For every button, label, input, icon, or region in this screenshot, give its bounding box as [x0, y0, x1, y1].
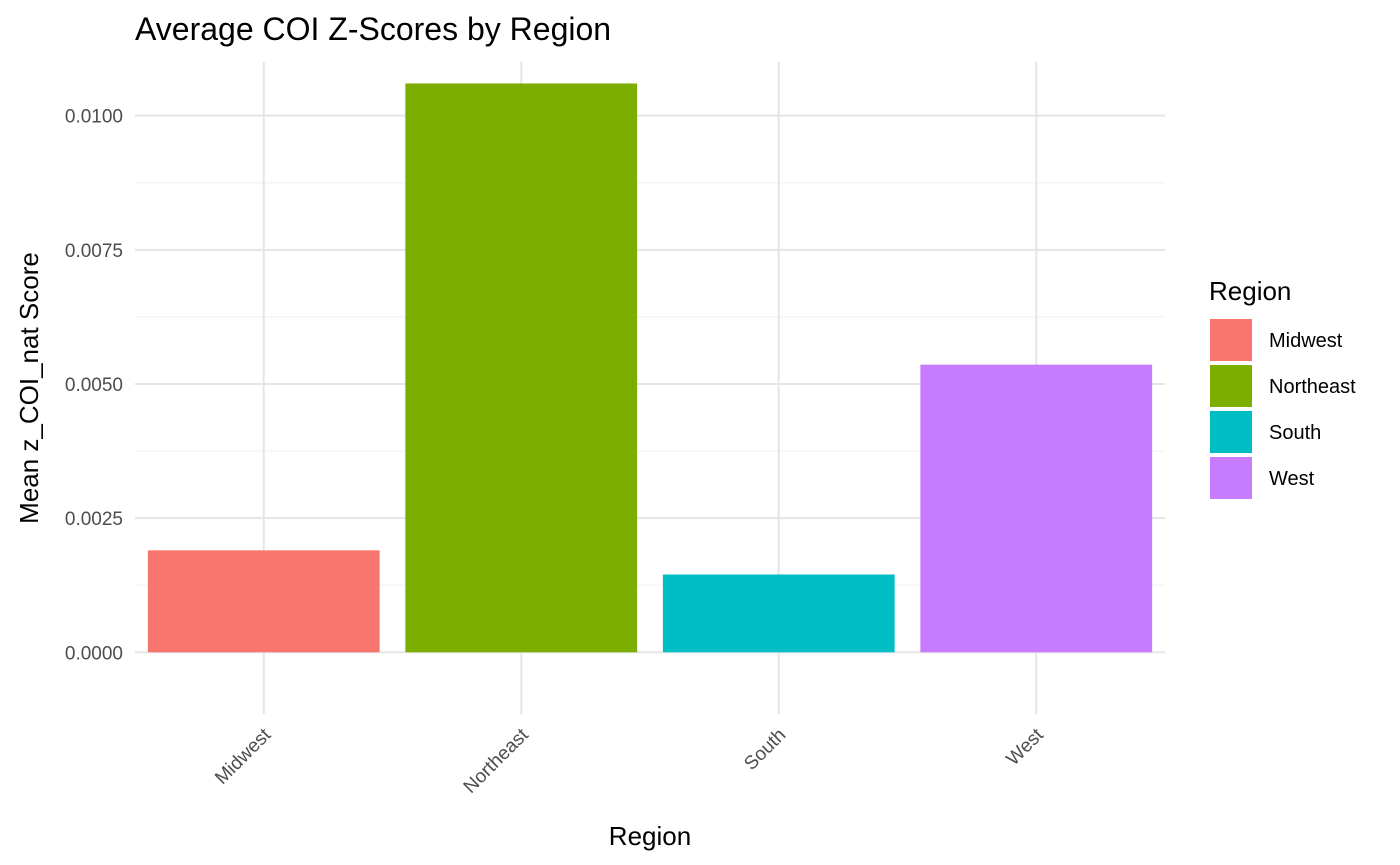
x-axis-tick-labels: Midwest Northeast South West	[211, 724, 1048, 798]
chart-title: Average COI Z-Scores by Region	[135, 11, 611, 47]
legend-swatch-west	[1208, 455, 1254, 501]
legend-label-northeast: Northeast	[1269, 376, 1356, 398]
bar-south	[662, 574, 895, 653]
legend: Region Midwest Northeast South West	[1208, 276, 1356, 501]
y-axis-tick-labels: 0.0000 0.0025 0.0050 0.0075 0.0100	[65, 107, 123, 665]
legend-swatch-south	[1208, 409, 1254, 455]
legend-title: Region	[1209, 276, 1291, 306]
x-tick-label: South	[740, 725, 790, 775]
bar-northeast	[405, 83, 638, 653]
y-tick-label: 0.0050	[65, 375, 123, 396]
x-tick-label: West	[1003, 724, 1049, 770]
bars	[147, 83, 1153, 653]
legend-label-midwest: Midwest	[1269, 330, 1343, 352]
y-tick-label: 0.0100	[65, 107, 123, 128]
legend-label-south: South	[1269, 422, 1321, 444]
y-axis-title: Mean z_COI_nat Score	[14, 252, 44, 524]
x-axis-title: Region	[609, 821, 691, 851]
legend-swatch-midwest	[1208, 317, 1254, 363]
legend-items: Midwest Northeast South West	[1208, 317, 1356, 501]
y-tick-label: 0.0075	[65, 241, 123, 262]
bar-midwest	[147, 550, 380, 653]
y-tick-label: 0.0025	[65, 509, 123, 530]
y-tick-label: 0.0000	[65, 643, 123, 664]
legend-label-west: West	[1269, 468, 1315, 490]
x-tick-label: Midwest	[211, 724, 276, 789]
legend-swatch-northeast	[1208, 363, 1254, 409]
x-tick-label: Northeast	[460, 724, 534, 798]
bar-west	[920, 364, 1153, 653]
